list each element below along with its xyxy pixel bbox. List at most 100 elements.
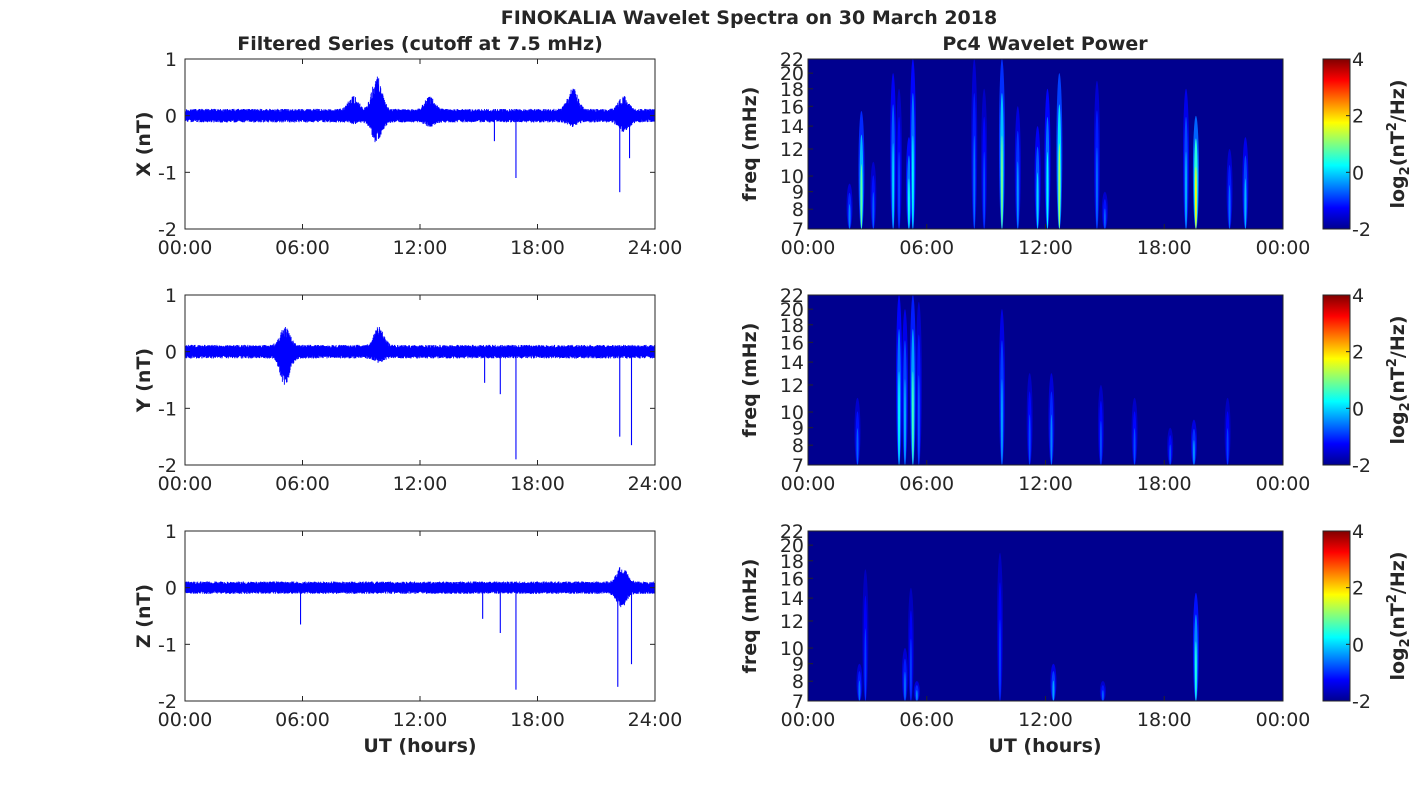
y-tick-label: 1 bbox=[165, 49, 177, 71]
streak-layer bbox=[1133, 428, 1136, 466]
x-tick-label: 00:00 bbox=[1256, 709, 1311, 731]
power-streak-19 bbox=[1242, 137, 1249, 229]
series-panel-0: 1 0 -1 -200:00 06:00 12:00 18:00 24:00 X (nT) bbox=[133, 49, 682, 259]
streak-layer bbox=[1016, 161, 1019, 229]
streak-layer bbox=[1169, 444, 1172, 465]
x-tick-label: 18:00 bbox=[1137, 709, 1192, 731]
y-tick-label: 14 bbox=[780, 588, 804, 610]
power-streak-1 bbox=[862, 569, 869, 701]
streak-layer bbox=[858, 680, 861, 702]
power-streak-16 bbox=[1183, 88, 1190, 230]
power-streak-17 bbox=[1192, 115, 1199, 229]
streak-layer bbox=[1001, 135, 1003, 229]
streak-layer bbox=[1050, 414, 1053, 466]
y-axis-label: freq (mHz) bbox=[739, 559, 761, 674]
y-tick-label: 18 bbox=[780, 315, 804, 337]
axes-frame bbox=[184, 294, 656, 466]
x-tick-label: 12:00 bbox=[1018, 473, 1073, 495]
colorbar-label: log2(nT2/Hz) bbox=[1385, 79, 1413, 208]
streak-layer bbox=[973, 135, 976, 229]
x-tick-label: 24:00 bbox=[628, 237, 683, 259]
y-tick-label: -2 bbox=[158, 455, 177, 477]
y-tick-label: 22 bbox=[780, 521, 804, 543]
colorbar-tick-label: 0 bbox=[1352, 162, 1364, 184]
spectrum-background bbox=[808, 531, 1283, 701]
y-tick-label: 9 bbox=[792, 654, 804, 676]
x-tick-label: 12:00 bbox=[1018, 709, 1073, 731]
streak-layer bbox=[864, 628, 867, 701]
streak-layer bbox=[1096, 147, 1098, 229]
y-tick-label: -1 bbox=[158, 162, 177, 184]
colorbar-tick-label: 2 bbox=[1352, 578, 1364, 600]
y-tick-label: 9 bbox=[792, 418, 804, 440]
axes-frame bbox=[184, 530, 656, 702]
y-tick-label: 10 bbox=[780, 166, 804, 188]
y-axis-label: Z (nT) bbox=[133, 584, 155, 648]
y-tick-label: 0 bbox=[165, 342, 177, 364]
y-tick-label: 8 bbox=[792, 671, 804, 693]
streak-layer bbox=[911, 135, 914, 229]
x-tick-label: 24:00 bbox=[628, 473, 683, 495]
power-streak-0 bbox=[854, 397, 861, 466]
power-streak-8 bbox=[1097, 384, 1104, 466]
colorbar-tick-label: 4 bbox=[1352, 521, 1364, 543]
x-tick-label: 00:00 bbox=[1256, 237, 1311, 259]
x-tick-label: 18:00 bbox=[510, 709, 565, 731]
streak-layer bbox=[1193, 440, 1195, 465]
x-tick-label: 06:00 bbox=[275, 709, 330, 731]
power-streak-9 bbox=[1131, 397, 1138, 466]
y-axis-label: freq (mHz) bbox=[739, 323, 761, 438]
streak-layer bbox=[1036, 172, 1039, 229]
axes-frame bbox=[184, 58, 656, 230]
streak-layer bbox=[1058, 143, 1061, 229]
power-streak-0 bbox=[856, 663, 863, 702]
y-tick-label: -1 bbox=[158, 398, 177, 420]
streak-layer bbox=[1228, 184, 1231, 229]
x-tick-label: 12:00 bbox=[393, 237, 448, 259]
power-streak-2 bbox=[901, 648, 908, 702]
power-streak-10 bbox=[1014, 106, 1021, 229]
power-streak-7 bbox=[971, 59, 978, 229]
power-streak-5 bbox=[996, 552, 1003, 702]
streak-layer bbox=[898, 371, 900, 465]
x-tick-label: 12:00 bbox=[393, 473, 448, 495]
series-panel-1: 1 0 -1 -200:00 06:00 12:00 18:00 24:00 Y (nT) bbox=[133, 285, 682, 495]
streak-layer bbox=[860, 164, 863, 230]
y-tick-label: 12 bbox=[780, 611, 804, 633]
y-tick-label: 22 bbox=[780, 49, 804, 71]
y-tick-label: 22 bbox=[780, 285, 804, 307]
x-tick-label: 00:00 bbox=[781, 237, 836, 259]
streak-layer bbox=[983, 151, 986, 230]
y-tick-label: 10 bbox=[780, 402, 804, 424]
y-tick-label: 8 bbox=[792, 435, 804, 457]
power-streak-7 bbox=[1048, 373, 1055, 466]
power-streak-6 bbox=[1050, 663, 1057, 702]
colorbar-tick-label: 0 bbox=[1352, 398, 1364, 420]
streak-layer bbox=[1028, 414, 1031, 466]
streak-layer bbox=[1226, 428, 1229, 466]
y-tick-label: 9 bbox=[792, 182, 804, 204]
colorbar-label: log2(nT2/Hz) bbox=[1385, 315, 1413, 444]
y-tick-label: 14 bbox=[780, 352, 804, 374]
streak-layer bbox=[1052, 680, 1055, 702]
power-streak-15 bbox=[1101, 191, 1108, 230]
power-streak-18 bbox=[1226, 148, 1233, 229]
x-tick-label: 00:00 bbox=[1256, 473, 1311, 495]
power-streak-5 bbox=[998, 309, 1005, 466]
spectrum-background bbox=[808, 295, 1283, 465]
streak-layer bbox=[915, 690, 918, 701]
x-tick-label: 06:00 bbox=[275, 473, 330, 495]
power-streak-6 bbox=[1026, 373, 1033, 466]
y-tick-label: 20 bbox=[780, 299, 804, 321]
colorbar-tick-label: 4 bbox=[1352, 285, 1364, 307]
streak-layer bbox=[1244, 178, 1247, 229]
streak-layer bbox=[908, 178, 910, 229]
streak-layer bbox=[856, 428, 859, 466]
power-streak-11 bbox=[1034, 126, 1041, 229]
streak-layer bbox=[1195, 166, 1197, 229]
x-tick-label: 12:00 bbox=[1018, 237, 1073, 259]
right-column-title: Pc4 Wavelet Power bbox=[942, 33, 1148, 55]
